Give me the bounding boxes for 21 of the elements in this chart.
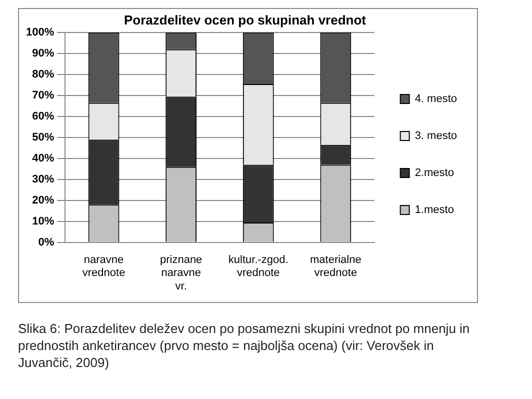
y-tick-label: 40% bbox=[32, 152, 54, 165]
y-tick-label: 70% bbox=[32, 90, 54, 102]
y-tick-label: 100% bbox=[26, 26, 54, 39]
y-tick-label: 50% bbox=[32, 132, 54, 144]
y-tick-label: 60% bbox=[32, 110, 54, 123]
x-tick-label: kultur.-zgod. vrednote bbox=[228, 254, 288, 280]
y-tick-label: 20% bbox=[32, 194, 54, 206]
legend-label: 3. mesto bbox=[414, 130, 458, 142]
x-tick-label: priznane naravne vr. bbox=[160, 254, 202, 292]
y-tick-label: 10% bbox=[32, 215, 54, 228]
legend-label: 1.mesto bbox=[414, 204, 454, 216]
y-tick-label: 30% bbox=[32, 173, 54, 186]
legend-label: 4. mesto bbox=[414, 93, 458, 106]
text: Slika 6: Porazdelitev deležev ocen po posamezni skupini vrednot po mnenju in prednostih anketirancev (prvo mesto = najboljša ocena) (vir: Verovšek in Juvančič, 2009) bbox=[18, 320, 471, 371]
legend-label: 2.mesto bbox=[414, 167, 454, 180]
y-tick-label: 0% bbox=[38, 236, 54, 248]
chart-title: Porazdelitev ocen po skupinah vrednot bbox=[124, 12, 367, 28]
x-tick-label: naravne vrednote bbox=[82, 254, 126, 280]
y-tick-label: 90% bbox=[32, 48, 54, 60]
y-tick-label: 80% bbox=[32, 68, 54, 81]
x-tick-label: materialne vrednote bbox=[310, 254, 362, 280]
